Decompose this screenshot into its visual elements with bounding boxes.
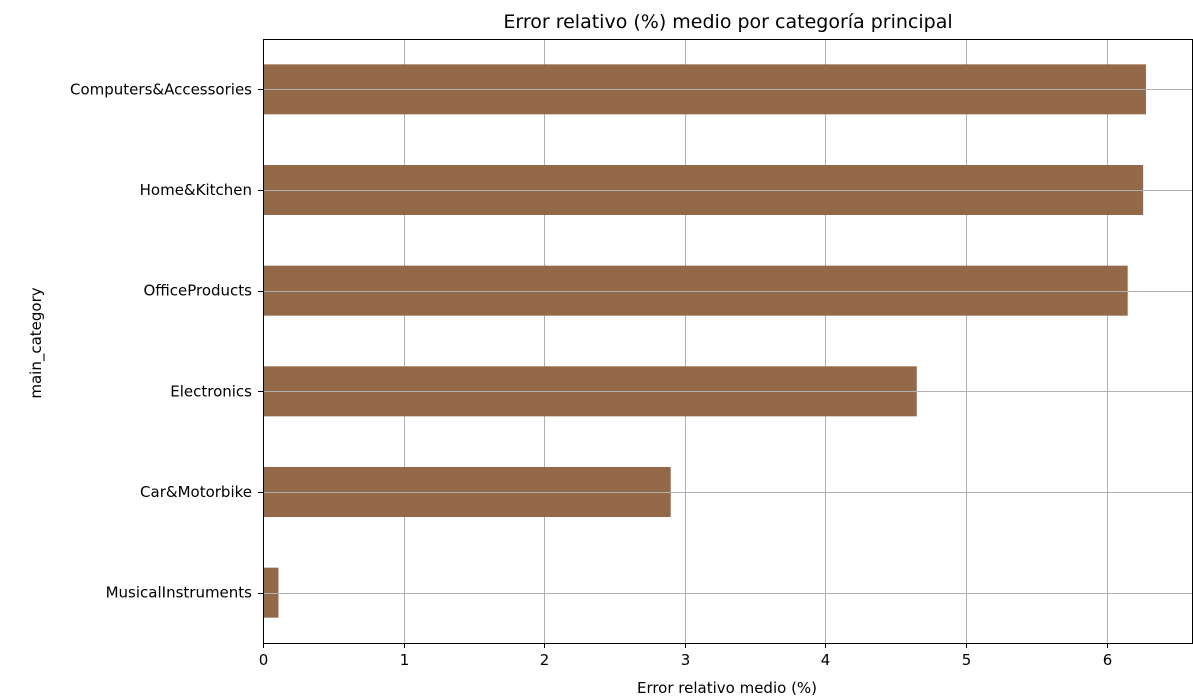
grid-layer bbox=[263, 39, 1108, 643]
x-tick-label: 0 bbox=[259, 651, 269, 669]
chart-title: Error relativo (%) medio por categoría p… bbox=[503, 11, 952, 33]
y-axis-ticks: Computers&Accessories Home&Kitchen OfficeP… bbox=[70, 80, 263, 602]
plot-frame bbox=[263, 39, 1193, 644]
bars-layer bbox=[263, 64, 1146, 618]
y-tick-label: Electronics bbox=[170, 382, 252, 400]
x-tick-label: 6 bbox=[1103, 651, 1113, 669]
x-tick-label: 3 bbox=[681, 651, 691, 669]
x-tick-label: 2 bbox=[540, 651, 550, 669]
y-tick-label: OfficeProducts bbox=[143, 282, 252, 300]
y-axis-label: main_category bbox=[27, 287, 46, 398]
x-tick-label: 1 bbox=[400, 651, 410, 669]
y-tick-label: Car&Motorbike bbox=[140, 483, 252, 501]
y-tick-label: MusicalInstruments bbox=[106, 584, 253, 602]
bar-musicalinstruments bbox=[263, 567, 279, 618]
x-axis-ticks: 0 1 2 3 4 5 6 bbox=[259, 643, 1113, 669]
y-tick-label: Home&Kitchen bbox=[140, 181, 252, 199]
x-tick-label: 4 bbox=[821, 651, 831, 669]
bar-officeproducts bbox=[263, 265, 1128, 316]
y-tick-label: Computers&Accessories bbox=[70, 80, 252, 98]
x-tick-label: 5 bbox=[962, 651, 972, 669]
hgrid-layer bbox=[263, 89, 1192, 594]
x-axis-label: Error relativo medio (%) bbox=[637, 679, 817, 697]
